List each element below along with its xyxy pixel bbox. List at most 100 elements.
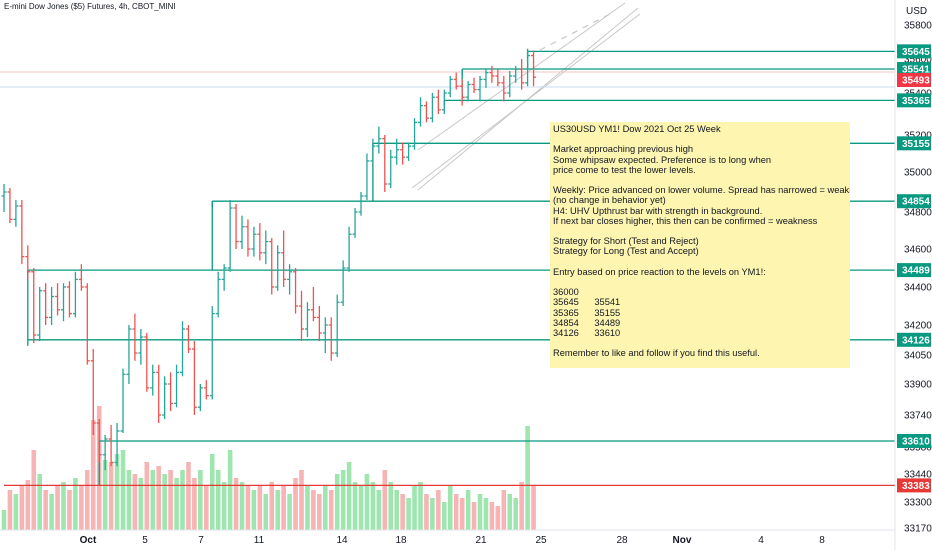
volume-bar bbox=[471, 502, 477, 530]
price-tick-label: 34800 bbox=[904, 208, 932, 219]
volume-bar bbox=[519, 482, 524, 530]
volume-bar bbox=[328, 490, 334, 530]
volume-bar bbox=[204, 486, 209, 530]
volume-bar bbox=[245, 486, 251, 530]
level-price-tag bbox=[897, 44, 931, 59]
volume-bar bbox=[323, 486, 328, 530]
volume-bar bbox=[465, 490, 471, 530]
level-price-tag-label: 35541 bbox=[902, 65, 930, 76]
volume-bar bbox=[376, 490, 382, 530]
price-tick-label: 35800 bbox=[904, 21, 932, 32]
volume-bar bbox=[90, 420, 96, 530]
price-tick-label: 33740 bbox=[904, 411, 932, 422]
volume-bar bbox=[269, 482, 275, 530]
level-price-tag bbox=[897, 136, 931, 151]
volume-bar bbox=[25, 480, 31, 530]
volume-bar bbox=[317, 494, 322, 530]
volume-bar bbox=[453, 494, 459, 530]
currency-label: USD bbox=[906, 6, 927, 17]
volume-bar bbox=[43, 490, 48, 530]
volume-bar bbox=[162, 474, 167, 530]
volume-bar bbox=[174, 478, 179, 530]
last-price-tag-label: 35493 bbox=[902, 76, 930, 87]
level-price-tag-label: 35365 bbox=[902, 96, 930, 107]
price-tick-label: 35200 bbox=[904, 131, 932, 142]
volume-bar bbox=[370, 482, 376, 530]
volume-bar bbox=[114, 454, 120, 530]
volume-bar bbox=[412, 486, 417, 530]
chart-title: E-mini Dow Jones ($5) Futures, 4h, CBOT_… bbox=[4, 2, 176, 11]
volume-bar bbox=[192, 478, 197, 530]
level-price-tag-label: 33610 bbox=[902, 437, 930, 448]
price-tick-label: 34400 bbox=[904, 283, 932, 294]
time-tick-label: 25 bbox=[535, 535, 547, 546]
volume-bar bbox=[293, 478, 298, 530]
volume-bar bbox=[209, 454, 215, 530]
volume-bar bbox=[477, 494, 483, 530]
volume-bar bbox=[251, 490, 257, 530]
volume-bar bbox=[340, 470, 346, 530]
volume-bar bbox=[388, 482, 394, 530]
volume-bar bbox=[281, 486, 286, 530]
analysis-note[interactable]: US30USD YM1! Dow 2021 Oct 25 Week Market… bbox=[550, 122, 850, 368]
time-tick-label: 14 bbox=[336, 535, 348, 546]
price-axis[interactable]: USD3580035600354003520035000348003460034… bbox=[894, 0, 932, 550]
volume-bar bbox=[305, 486, 310, 530]
volume-bar bbox=[525, 426, 530, 530]
candlesticks bbox=[1, 48, 537, 471]
level-price-tag-label: 35155 bbox=[902, 139, 930, 150]
volume-bar bbox=[13, 494, 19, 530]
volume-bar bbox=[221, 482, 227, 530]
volume-bar bbox=[49, 494, 54, 530]
time-tick-label: Nov bbox=[673, 535, 692, 546]
volume-bar bbox=[233, 478, 239, 530]
volume-bar bbox=[287, 494, 292, 530]
volume-bar bbox=[364, 474, 370, 530]
volume-bar bbox=[495, 506, 501, 530]
volume-bar bbox=[418, 482, 423, 530]
volume-bar bbox=[1, 510, 7, 530]
time-tick-label: 28 bbox=[616, 535, 628, 546]
level-price-tag bbox=[897, 478, 931, 493]
price-tick-label: 33440 bbox=[904, 470, 932, 481]
time-axis[interactable]: Oct 5 7 11 14 18 21 25 28 Nov 4 8 bbox=[0, 529, 895, 546]
volume-bar bbox=[85, 470, 90, 530]
price-tick-label: 34600 bbox=[904, 245, 932, 256]
volume-bar bbox=[186, 462, 191, 530]
volume-bar bbox=[311, 490, 316, 530]
volume-bar bbox=[442, 502, 447, 530]
volume-bar bbox=[215, 470, 221, 530]
time-tick-label: 4 bbox=[758, 535, 764, 546]
volume-bar bbox=[513, 498, 518, 530]
level-price-tag bbox=[897, 62, 931, 77]
volume-bar bbox=[263, 494, 269, 530]
volume-bar bbox=[37, 474, 42, 530]
volume-bar bbox=[406, 498, 411, 530]
volume-bar bbox=[180, 470, 185, 530]
volume-bar bbox=[394, 490, 399, 530]
volume-bar bbox=[79, 486, 84, 530]
level-price-tag-label: 34126 bbox=[902, 335, 930, 346]
level-price-tag bbox=[897, 263, 931, 278]
volume-bar bbox=[7, 490, 13, 530]
level-price-tag-label: 35645 bbox=[902, 47, 930, 58]
volume-bar bbox=[430, 498, 435, 530]
price-tick-label: 34050 bbox=[904, 351, 932, 362]
volume-bar bbox=[61, 482, 66, 530]
volume-bar bbox=[436, 490, 441, 530]
volume-bar bbox=[138, 478, 144, 530]
volume-bars bbox=[1, 406, 536, 530]
channel-projection-line bbox=[539, 13, 611, 51]
volume-bar bbox=[483, 498, 489, 530]
time-tick-label: 8 bbox=[819, 535, 825, 546]
time-tick-label: 18 bbox=[395, 535, 407, 546]
volume-bar bbox=[73, 478, 78, 530]
volume-bar bbox=[299, 470, 304, 530]
volume-bar bbox=[31, 450, 37, 530]
time-tick-label: Oct bbox=[80, 535, 97, 546]
last-price-tag bbox=[897, 73, 931, 87]
volume-bar bbox=[382, 470, 388, 530]
price-tick-label: 33300 bbox=[904, 498, 932, 509]
volume-bar bbox=[352, 482, 358, 530]
